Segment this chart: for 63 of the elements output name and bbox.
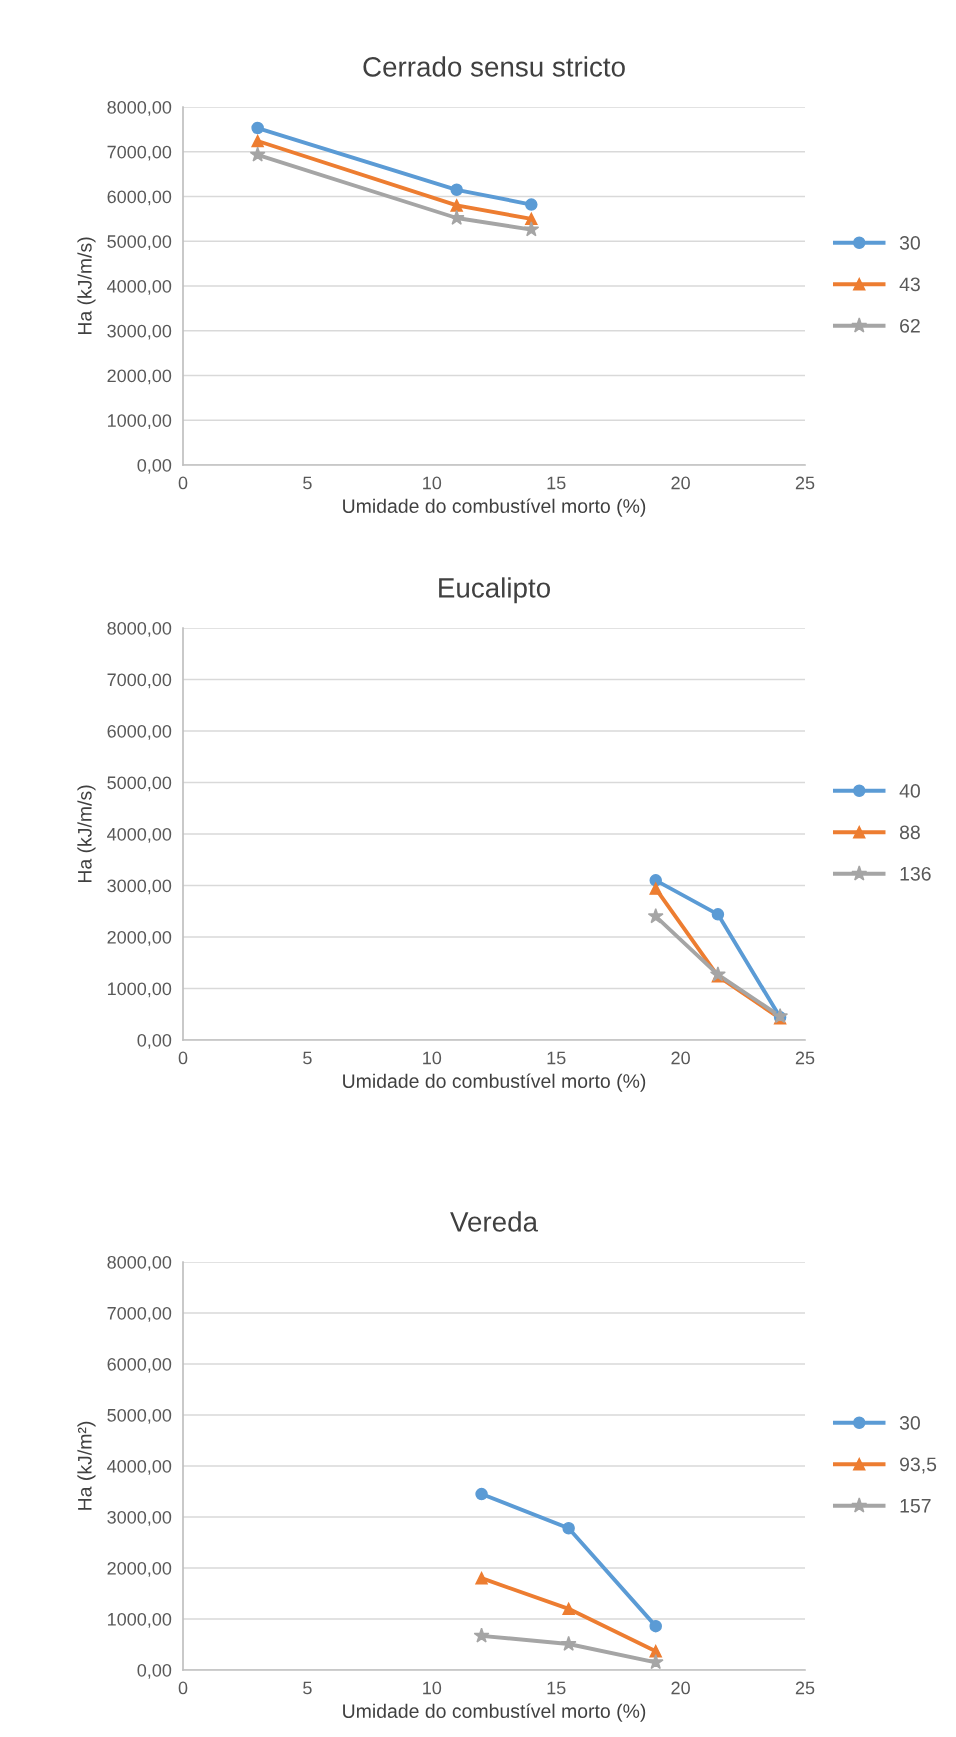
y-axis-title: Ha (kJ/m/s): [77, 785, 96, 883]
x-tick-label: 25: [795, 1681, 815, 1695]
x-axis-title: Umidade do combustível morto (%): [343, 1703, 646, 1722]
legend-label: 157: [900, 1499, 931, 1513]
x-tick-label: 20: [671, 1681, 690, 1695]
x-axis-title: Umidade do combustível morto (%): [343, 498, 646, 517]
y-tick-label: 2000,00: [107, 930, 172, 946]
x-tick-label: 10: [423, 476, 442, 490]
y-tick-label: 2000,00: [107, 369, 172, 385]
x-tick-label: 0: [178, 476, 188, 490]
y-axis-title: Ha (kJ/m²): [77, 1421, 96, 1510]
legend-label: 93,5: [900, 1457, 937, 1474]
x-axis-title: Umidade do combustível morto (%): [343, 1073, 646, 1092]
x-tick-label: 5: [303, 1051, 312, 1065]
y-tick-label: 5000,00: [107, 776, 172, 792]
y-tick-label: 5000,00: [107, 1408, 172, 1424]
legend-label: 88: [899, 825, 920, 840]
y-tick-label: 8000,00: [107, 621, 172, 637]
x-tick-label: 15: [547, 1681, 566, 1695]
y-axis-title: Ha (kJ/m/s): [77, 237, 96, 335]
chart-title: Eucalipto: [439, 577, 550, 604]
x-tick-label: 10: [423, 1681, 442, 1695]
y-tick-label: 8000,00: [107, 1255, 172, 1271]
legend-label: 43: [899, 277, 920, 292]
chart-title: Cerrado sensu stricto: [363, 56, 625, 77]
y-tick-label: 4000,00: [107, 827, 172, 843]
x-tick-label: 5: [303, 1681, 312, 1695]
y-tick-label: 0,00: [137, 1663, 172, 1679]
y-tick-label: 5000,00: [107, 235, 172, 251]
legend-label: 30: [899, 1415, 920, 1430]
y-tick-label: 0,00: [137, 1033, 172, 1049]
y-tick-label: 6000,00: [107, 1357, 172, 1373]
y-tick-label: 0,00: [137, 458, 172, 474]
x-tick-label: 0: [178, 1681, 188, 1695]
x-tick-label: 0: [178, 1051, 188, 1065]
y-tick-label: 8000,00: [107, 100, 172, 116]
y-tick-label: 7000,00: [107, 1306, 172, 1322]
y-tick-label: 4000,00: [107, 279, 172, 295]
y-tick-label: 1000,00: [108, 414, 172, 430]
y-tick-label: 6000,00: [107, 724, 172, 740]
x-tick-label: 20: [671, 476, 690, 490]
y-tick-label: 7000,00: [107, 673, 172, 689]
y-tick-label: 2000,00: [107, 1561, 172, 1577]
y-tick-label: 7000,00: [107, 145, 172, 161]
legend-label: 136: [900, 866, 931, 881]
y-tick-label: 4000,00: [107, 1459, 172, 1475]
y-tick-label: 1000,00: [108, 1612, 172, 1628]
y-tick-label: 3000,00: [107, 879, 172, 895]
x-tick-label: 10: [423, 1051, 442, 1065]
legend-label: 62: [900, 318, 920, 333]
y-tick-label: 1000,00: [108, 982, 172, 998]
x-tick-label: 20: [671, 1051, 690, 1065]
x-tick-label: 15: [547, 1051, 566, 1065]
y-tick-label: 3000,00: [107, 1510, 172, 1526]
y-tick-label: 6000,00: [107, 190, 172, 206]
x-tick-label: 25: [795, 476, 815, 490]
legend-label: 30: [899, 235, 920, 250]
x-tick-label: 5: [303, 476, 312, 490]
chart-title: Vereda: [450, 1211, 539, 1232]
y-tick-label: 3000,00: [107, 324, 172, 340]
x-tick-label: 25: [795, 1051, 815, 1065]
x-tick-label: 15: [547, 476, 566, 490]
legend-label: 40: [899, 783, 920, 798]
